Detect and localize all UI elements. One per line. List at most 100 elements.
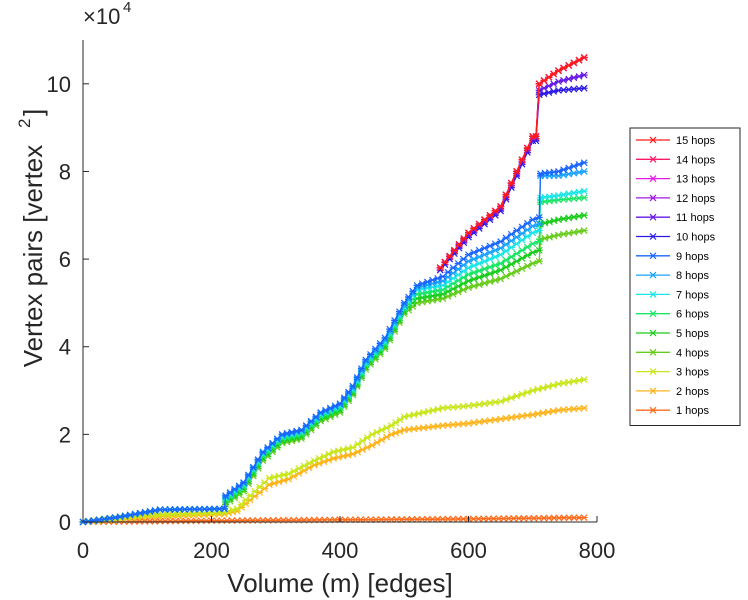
y-tick-label: 6 <box>59 247 71 272</box>
marker-stroke <box>649 406 657 414</box>
legend-marker <box>649 271 657 279</box>
data-point <box>541 234 549 242</box>
legend-label: 13 hops <box>676 174 716 186</box>
data-point <box>481 417 489 425</box>
data-point <box>529 216 537 224</box>
data-point <box>529 260 537 267</box>
legend-marker <box>649 252 657 260</box>
legend-marker <box>649 233 657 240</box>
data-point <box>580 376 588 384</box>
data-point <box>497 260 505 267</box>
data-point <box>481 279 489 287</box>
series-7-hops <box>79 187 588 526</box>
data-point <box>575 188 583 196</box>
x-tick-label: 600 <box>450 538 487 563</box>
data-point <box>580 194 588 202</box>
legend-label: 12 hops <box>676 193 716 205</box>
marker-stroke <box>649 194 657 202</box>
legend-item: 3 hops <box>636 367 710 379</box>
data-point <box>560 76 568 84</box>
y-multiplier: ×10 <box>83 4 120 29</box>
series-3-hops <box>79 376 588 526</box>
data-point <box>541 219 549 227</box>
data-point <box>454 265 462 273</box>
data-point <box>497 251 505 259</box>
data-point <box>354 440 362 448</box>
data-point <box>363 434 371 442</box>
y-axis-label: Vertex pairs [vertex <box>18 145 48 368</box>
data-point <box>381 334 389 342</box>
legend-item: 6 hops <box>636 309 710 321</box>
data-point <box>560 379 568 387</box>
legend-label: 9 hops <box>676 251 710 263</box>
data-point <box>358 437 366 445</box>
data-point <box>226 488 234 496</box>
legend-marker <box>649 194 657 202</box>
data-point <box>497 415 505 423</box>
data-point <box>513 413 521 421</box>
legend-marker <box>649 310 657 318</box>
data-point <box>400 299 408 307</box>
legend-marker <box>649 175 657 183</box>
data-point <box>560 215 568 223</box>
data-point <box>523 219 531 227</box>
data-point <box>518 156 526 164</box>
legend-label: 10 hops <box>676 232 716 244</box>
legend-label: 15 hops <box>676 135 716 147</box>
data-point <box>405 293 413 301</box>
data-point <box>481 216 489 224</box>
data-point <box>580 71 588 79</box>
data-point <box>544 408 552 416</box>
data-point <box>580 54 588 61</box>
data-point <box>376 340 384 347</box>
legend-marker <box>649 329 657 337</box>
data-point <box>529 240 537 248</box>
data-point <box>550 232 558 240</box>
x-tick-label: 800 <box>579 538 616 563</box>
data-point <box>580 404 588 412</box>
data-point <box>513 227 521 235</box>
legend-box <box>629 127 741 426</box>
data-point <box>491 276 499 284</box>
marker-stroke <box>649 136 657 144</box>
legend-marker <box>649 387 657 395</box>
legend-label: 6 hops <box>676 309 710 321</box>
legend-label: 14 hops <box>676 154 716 166</box>
series-line <box>82 170 585 523</box>
data-point <box>523 243 531 251</box>
data-point <box>222 492 230 500</box>
data-point <box>580 84 588 92</box>
data-point <box>570 169 578 177</box>
data-point <box>580 159 588 167</box>
series-6-hops <box>79 194 588 526</box>
data-point <box>535 227 543 235</box>
legend-label: 8 hops <box>676 270 710 282</box>
legend-item: 4 hops <box>636 347 710 359</box>
data-point <box>532 132 540 140</box>
data-point <box>565 214 573 222</box>
legend-marker <box>649 155 657 163</box>
data-point <box>575 228 583 235</box>
data-point <box>554 216 562 224</box>
data-point <box>491 416 499 424</box>
data-point <box>539 384 547 392</box>
data-point <box>340 394 348 402</box>
data-point <box>106 514 114 522</box>
data-point <box>231 485 239 493</box>
y-tick-label: 0 <box>59 510 71 535</box>
y-tick-label: 4 <box>59 335 71 360</box>
series-line <box>82 229 585 523</box>
data-point <box>580 227 588 235</box>
data-point <box>565 190 573 198</box>
data-point <box>560 230 568 238</box>
data-point <box>513 168 521 175</box>
data-point <box>486 211 494 219</box>
data-point <box>409 287 417 295</box>
data-point <box>554 380 562 388</box>
series-2-hops <box>79 404 588 526</box>
data-point <box>549 381 557 389</box>
marker-stroke <box>649 155 657 163</box>
data-point <box>554 78 562 86</box>
data-point <box>502 256 510 264</box>
